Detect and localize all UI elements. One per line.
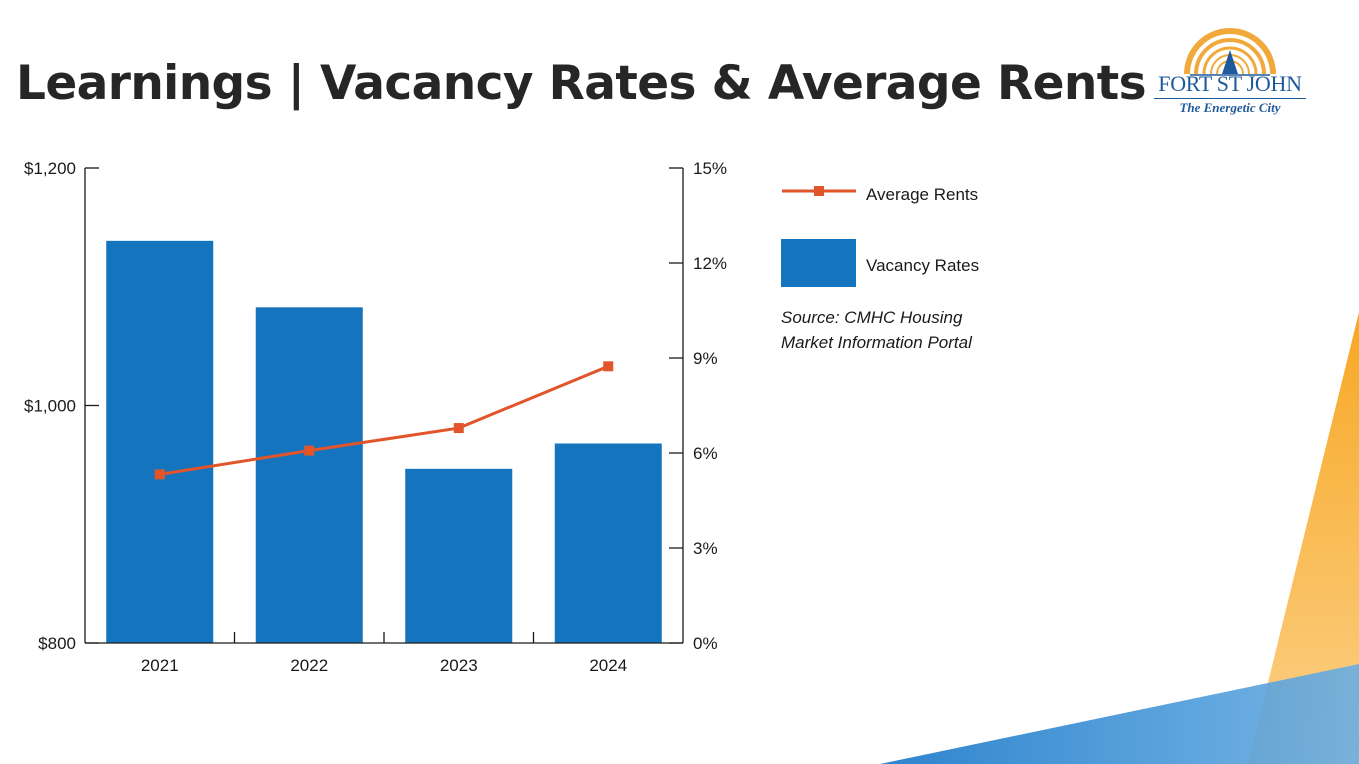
vacancy-bar-2024 [554, 443, 662, 643]
line-marker-icon [782, 186, 856, 196]
source-line-1: Source: CMHC Housing [781, 308, 963, 327]
legend-label-vacancy-rates: Vacancy Rates [866, 256, 980, 275]
y-right-tick-label: 3% [693, 539, 718, 558]
source-note: Source: CMHC Housing Market Information … [781, 305, 972, 355]
y-right-tick-label: 6% [693, 444, 718, 463]
y-right-tick-label: 0% [693, 634, 718, 653]
orange-accent-shape [1248, 312, 1359, 764]
y-left-tick-label: $1,200 [24, 159, 76, 178]
y-left-tick-label: $800 [38, 634, 76, 653]
vacancy-bar-2023 [405, 468, 513, 643]
vacancy-bar-2022 [255, 307, 363, 643]
logo-divider [1154, 98, 1306, 99]
source-line-2: Market Information Portal [781, 333, 972, 352]
x-tick-label: 2024 [589, 656, 627, 675]
average-rents-marker-2021 [154, 469, 165, 480]
bar-swatch-icon [781, 239, 856, 287]
legend-label-average-rents: Average Rents [866, 185, 979, 204]
y-right-tick-label: 12% [693, 254, 727, 273]
y-right-tick-label: 9% [693, 349, 718, 368]
page-title: Learnings | Vacancy Rates & Average Rent… [16, 56, 1147, 111]
combo-chart: $800 $1,000 $1,200 0% 3% 6% 9% 12% 15% 2021 2022 20… [24, 159, 727, 675]
vacancy-bar-2021 [106, 240, 214, 644]
logo-tagline: The Energetic City [1179, 100, 1281, 115]
average-rents-marker-2022 [304, 445, 315, 456]
city-logo: FORT ST JOHN The Energetic City [1150, 18, 1312, 122]
y-left-tick-label: $1,000 [24, 397, 76, 416]
average-rents-marker-2024 [603, 361, 614, 372]
y-right-tick-label: 15% [693, 159, 727, 178]
average-rents-line [159, 364, 609, 476]
x-tick-label: 2022 [290, 656, 328, 675]
sunrise-icon [1184, 28, 1276, 76]
logo-name: FORT ST JOHN [1158, 71, 1302, 96]
average-rents-marker-2023 [453, 423, 464, 434]
x-tick-label: 2021 [141, 656, 179, 675]
blue-accent-shape [880, 664, 1359, 764]
x-tick-label: 2023 [440, 656, 478, 675]
